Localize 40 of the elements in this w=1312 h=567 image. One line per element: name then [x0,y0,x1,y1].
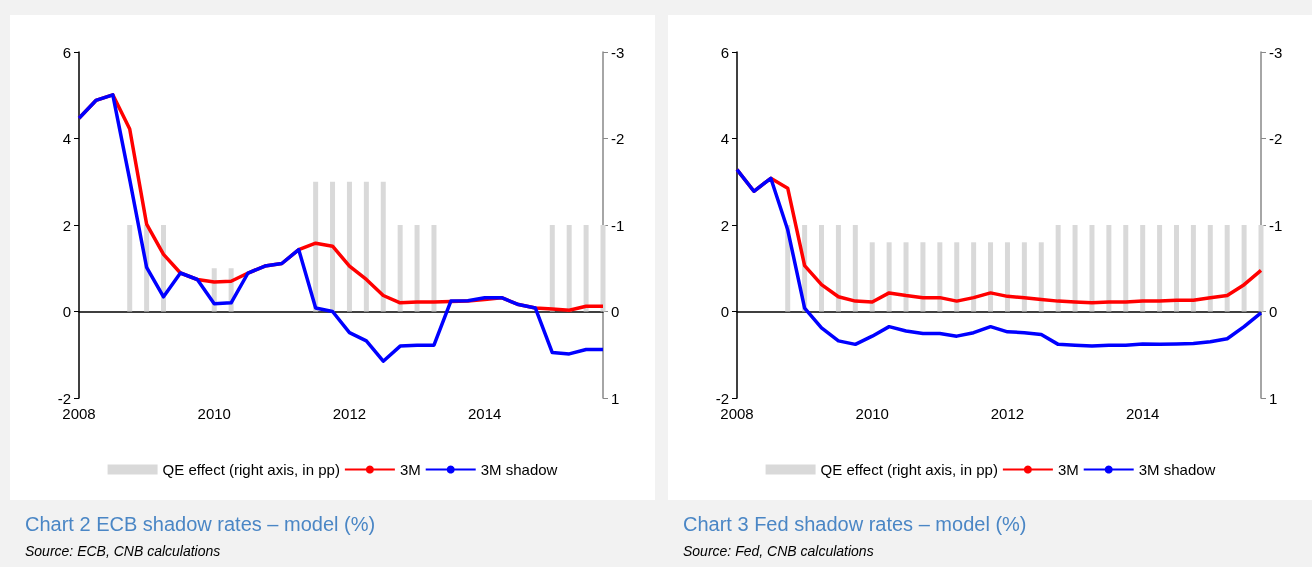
y2-tick-label: -2 [1269,130,1283,147]
y2-tick-label: -1 [611,216,625,234]
legend-label: QE effect (right axis, in pp) [820,461,998,478]
source-note: Source: ECB, CNB calculations [25,543,221,559]
y-tick-label: 2 [720,216,729,234]
y-tick-label: 4 [720,130,729,147]
y-tick-label: 6 [720,43,729,61]
x-tick-label: 2010 [197,405,231,422]
legend-label: 3M shadow [1138,461,1216,478]
y2-tick-label: -1 [1269,216,1283,234]
legend-label: 3M shadow [480,461,558,478]
y-tick-label: 2 [62,216,71,234]
y-tick-label: 6 [62,43,71,61]
x-tick-label: 2012 [990,405,1025,422]
legend-label: 3M [1057,461,1079,478]
y2-tick-label: 0 [1269,303,1278,320]
legend-label: QE effect (right axis, in pp) [162,461,340,478]
line-series [77,93,605,363]
line-series [735,167,1263,348]
x-tick-label: 2012 [332,405,367,422]
y-tick-label: 0 [720,303,729,320]
y2-tick-label: -3 [1269,43,1283,61]
y-tick-label: -2 [57,389,71,407]
y2-tick-label: -2 [611,130,625,147]
x-tick-label: 2008 [62,405,96,422]
legend-label: 3M [399,461,421,478]
x-tick-label: 2008 [720,405,754,422]
text: Chart 2 ECB shadow rates – model (%) [25,513,376,536]
y-tick-label: 4 [62,130,71,147]
y-tick-label: -2 [715,389,729,407]
x-tick-label: 2014 [1125,405,1160,422]
y2-tick-label: 1 [611,389,620,407]
x-tick-label: 2014 [467,405,502,422]
x-tick-label: 2010 [855,405,889,422]
y2-tick-label: 1 [1269,389,1278,407]
y2-tick-label: 0 [611,303,620,320]
y2-tick-label: -3 [611,43,625,61]
source-note: Source: Fed, CNB calculations [683,543,874,559]
y-tick-label: 0 [62,303,71,320]
text: Chart 3 Fed shadow rates – model (%) [683,513,1027,536]
